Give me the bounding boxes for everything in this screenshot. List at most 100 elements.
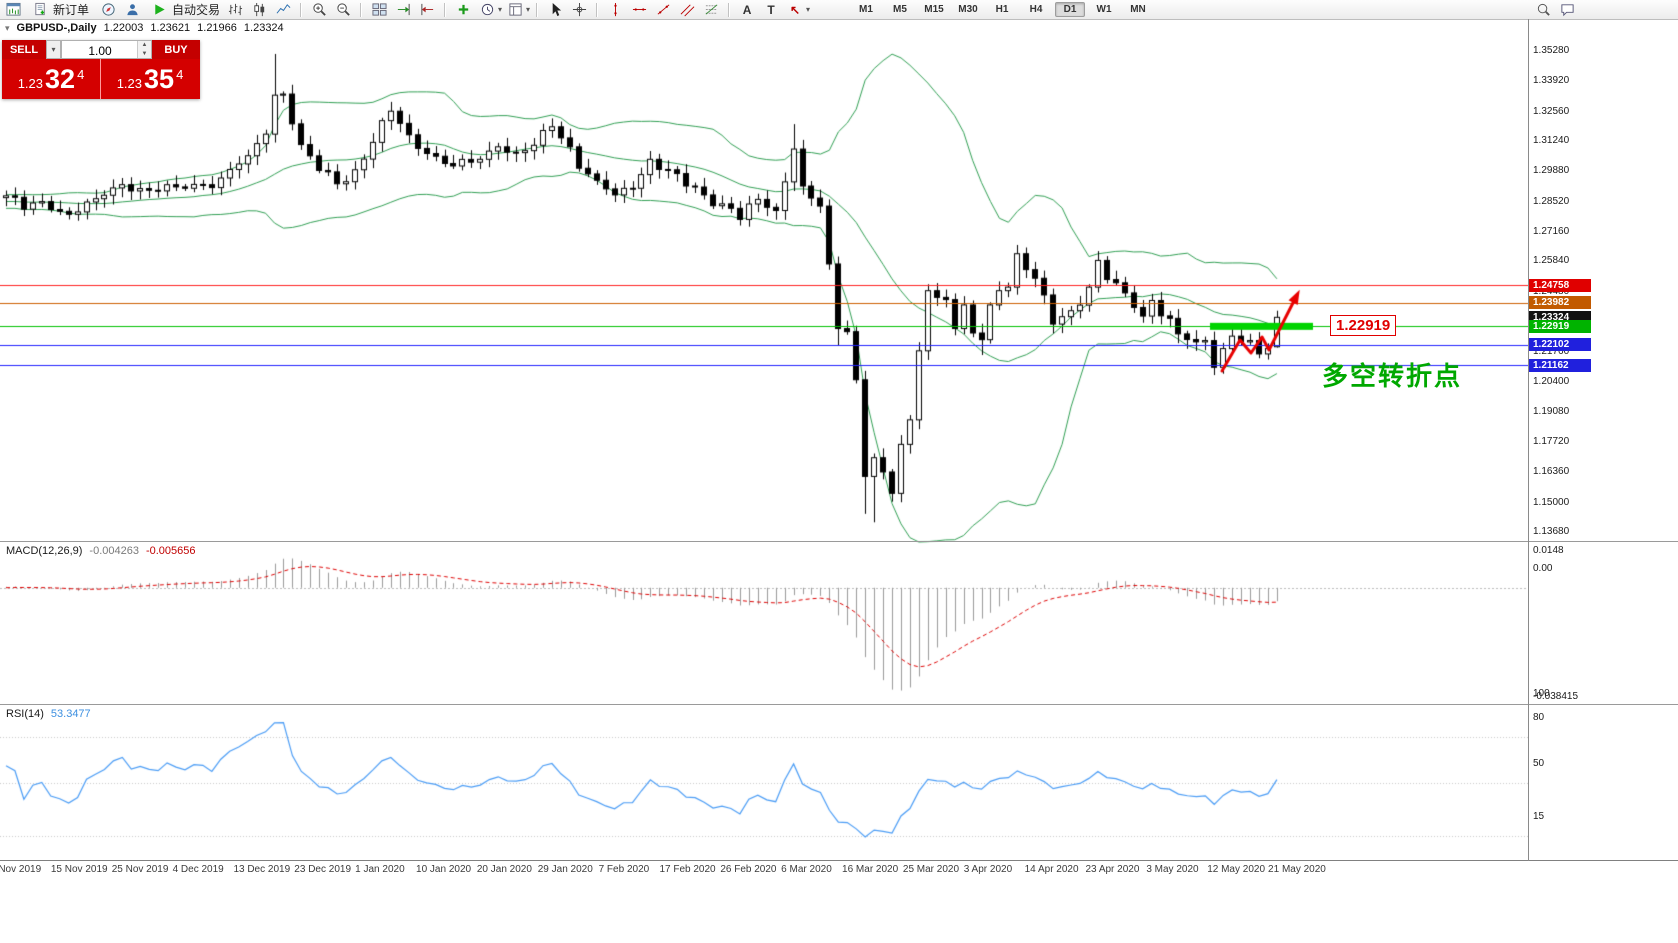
open-value: 1.22003 (103, 22, 144, 34)
chevron-down-icon: ▾ (498, 5, 503, 14)
price-tick-label: 50 (1533, 758, 1545, 769)
bar-chart-icon[interactable] (224, 0, 246, 19)
date-label: 7 Feb 2020 (598, 864, 650, 875)
autotrading-button[interactable]: 自动交易 (145, 0, 226, 19)
chart-shift-icon[interactable] (416, 0, 438, 19)
horizontal-line-tool-icon[interactable] (628, 0, 650, 19)
line-chart-icon[interactable] (272, 0, 294, 19)
channel-tool-icon[interactable] (676, 0, 698, 19)
trendline-tool-icon[interactable] (652, 0, 674, 19)
timeframe-button-m5[interactable]: M5 (893, 4, 907, 15)
label-tool-icon[interactable]: T (767, 2, 775, 17)
price-level-label[interactable]: 1.22919 (1330, 315, 1397, 336)
price-tick-label: 1.31240 (1533, 135, 1570, 147)
sell-price-button[interactable]: 1.23 32 4 (2, 59, 100, 99)
new-order-button[interactable]: 新订单 (26, 0, 95, 19)
price-tick-label: 1.35280 (1533, 45, 1570, 57)
chart-window-icon[interactable] (2, 0, 24, 19)
price-flag: 1.22919 (1529, 319, 1591, 333)
date-label: 6 Mar 2020 (781, 864, 832, 875)
zoom-in-icon[interactable] (308, 0, 330, 19)
date-label: 25 Mar 2020 (902, 864, 960, 875)
sell-button[interactable]: SELL (2, 40, 46, 59)
rsi-label: RSI(14) (6, 708, 44, 720)
volume-input[interactable] (62, 41, 138, 60)
community-icon[interactable] (97, 0, 119, 19)
price-tick-label: 1.21760 (1533, 346, 1570, 358)
zoom-out-icon[interactable] (332, 0, 354, 19)
timeframe-button-m15[interactable]: M15 (924, 4, 944, 15)
price-tick-label: 1.20400 (1533, 376, 1570, 388)
buy-price-button[interactable]: 1.23 35 4 (101, 59, 199, 99)
crosshair-icon[interactable] (568, 0, 590, 19)
one-click-toggle-icon[interactable]: ▾ (5, 22, 10, 33)
macd-label-line: MACD(12,26,9) -0.004263 -0.005656 (6, 545, 196, 557)
profile-icon[interactable] (121, 0, 143, 19)
comment-icon[interactable] (1556, 0, 1578, 19)
timeframe-button-m1[interactable]: M1 (859, 4, 873, 15)
date-label: 1 Jan 2020 (355, 864, 405, 875)
chart-canvas[interactable] (0, 19, 1528, 861)
date-label: 25 Nov 2019 (111, 864, 169, 875)
date-label: 21 May 2020 (1268, 864, 1326, 875)
price-tick-label: 1.13680 (1533, 526, 1570, 538)
timeframe-button-m30[interactable]: M30 (958, 4, 978, 15)
sell-price-main: 32 (45, 64, 76, 94)
price-tick-label: 1.29880 (1533, 165, 1570, 177)
buy-price-prefix: 1.23 (116, 75, 143, 91)
buy-price-main: 35 (144, 64, 175, 94)
toolbar-charts-group: ▾ ▾ A T ↖ ▾ (224, 0, 810, 19)
panel-separator[interactable] (0, 704, 1678, 705)
vertical-line-tool-icon[interactable] (604, 0, 626, 19)
volume-decrease-button[interactable]: ▼ (138, 49, 151, 58)
low-value: 1.21966 (197, 22, 237, 34)
search-icon[interactable] (1532, 0, 1554, 19)
volume-dropdown[interactable]: ▾ (46, 40, 61, 59)
chevron-down-icon: ▾ (526, 5, 531, 14)
periods-icon[interactable] (476, 0, 498, 19)
templates-icon[interactable] (504, 0, 526, 19)
price-flag: 1.24758 (1529, 278, 1591, 292)
toolbar: 新订单 自动交易 ▾ ▾ (0, 0, 1678, 20)
rsi-label-line: RSI(14) 53.3477 (6, 708, 91, 720)
macd-main-value: -0.004263 (89, 545, 139, 557)
date-label: 14 Apr 2020 (1024, 864, 1079, 875)
fibonacci-tool-icon[interactable] (700, 0, 722, 19)
date-label: 3 May 2020 (1146, 864, 1199, 875)
auto-scroll-icon[interactable] (392, 0, 414, 19)
indicators-icon[interactable] (452, 0, 474, 19)
date-label: 17 Feb 2020 (659, 864, 716, 875)
date-label: 12 May 2020 (1207, 864, 1266, 875)
rsi-value: 53.3477 (50, 708, 91, 720)
date-label: 23 Dec 2019 (294, 864, 352, 875)
price-tick-label: 1.28520 (1533, 195, 1570, 207)
date-label: 29 Jan 2020 (537, 864, 593, 875)
text-tool-icon[interactable]: A (742, 2, 752, 17)
cursor-icon[interactable] (544, 0, 566, 19)
sell-price-pip: 4 (77, 66, 85, 82)
sell-price-prefix: 1.23 (17, 75, 44, 91)
buy-button[interactable]: BUY (152, 40, 200, 59)
price-tick-label: 100 (1533, 688, 1550, 699)
candlestick-chart-icon[interactable] (248, 0, 270, 19)
timeframe-button-h4[interactable]: H4 (1029, 4, 1043, 15)
panel-separator[interactable] (0, 541, 1678, 542)
arrows-tool-icon[interactable]: ↖ (790, 2, 801, 17)
price-tick-label: 1.17720 (1533, 436, 1570, 448)
tile-windows-icon[interactable] (368, 0, 390, 19)
timeframe-button-h1[interactable]: H1 (995, 4, 1009, 15)
price-flag: 1.21162 (1529, 358, 1591, 372)
price-divider (100, 59, 101, 99)
timeframe-button-w1[interactable]: W1 (1096, 4, 1112, 15)
price-tick-label: 0.00 (1533, 562, 1553, 574)
time-axis-separator (0, 860, 1678, 861)
price-flag: 1.23982 (1529, 296, 1591, 310)
timeframe-button-mn[interactable]: MN (1130, 4, 1146, 15)
volume-increase-button[interactable]: ▲ (138, 41, 151, 50)
timeframe-button-d1[interactable]: D1 (1055, 2, 1085, 17)
price-tick-label: -0.038415 (1533, 691, 1579, 702)
volume-spinner: ▲ ▼ (137, 41, 151, 58)
new-order-icon (32, 0, 49, 19)
close-value: 1.23324 (243, 22, 284, 34)
